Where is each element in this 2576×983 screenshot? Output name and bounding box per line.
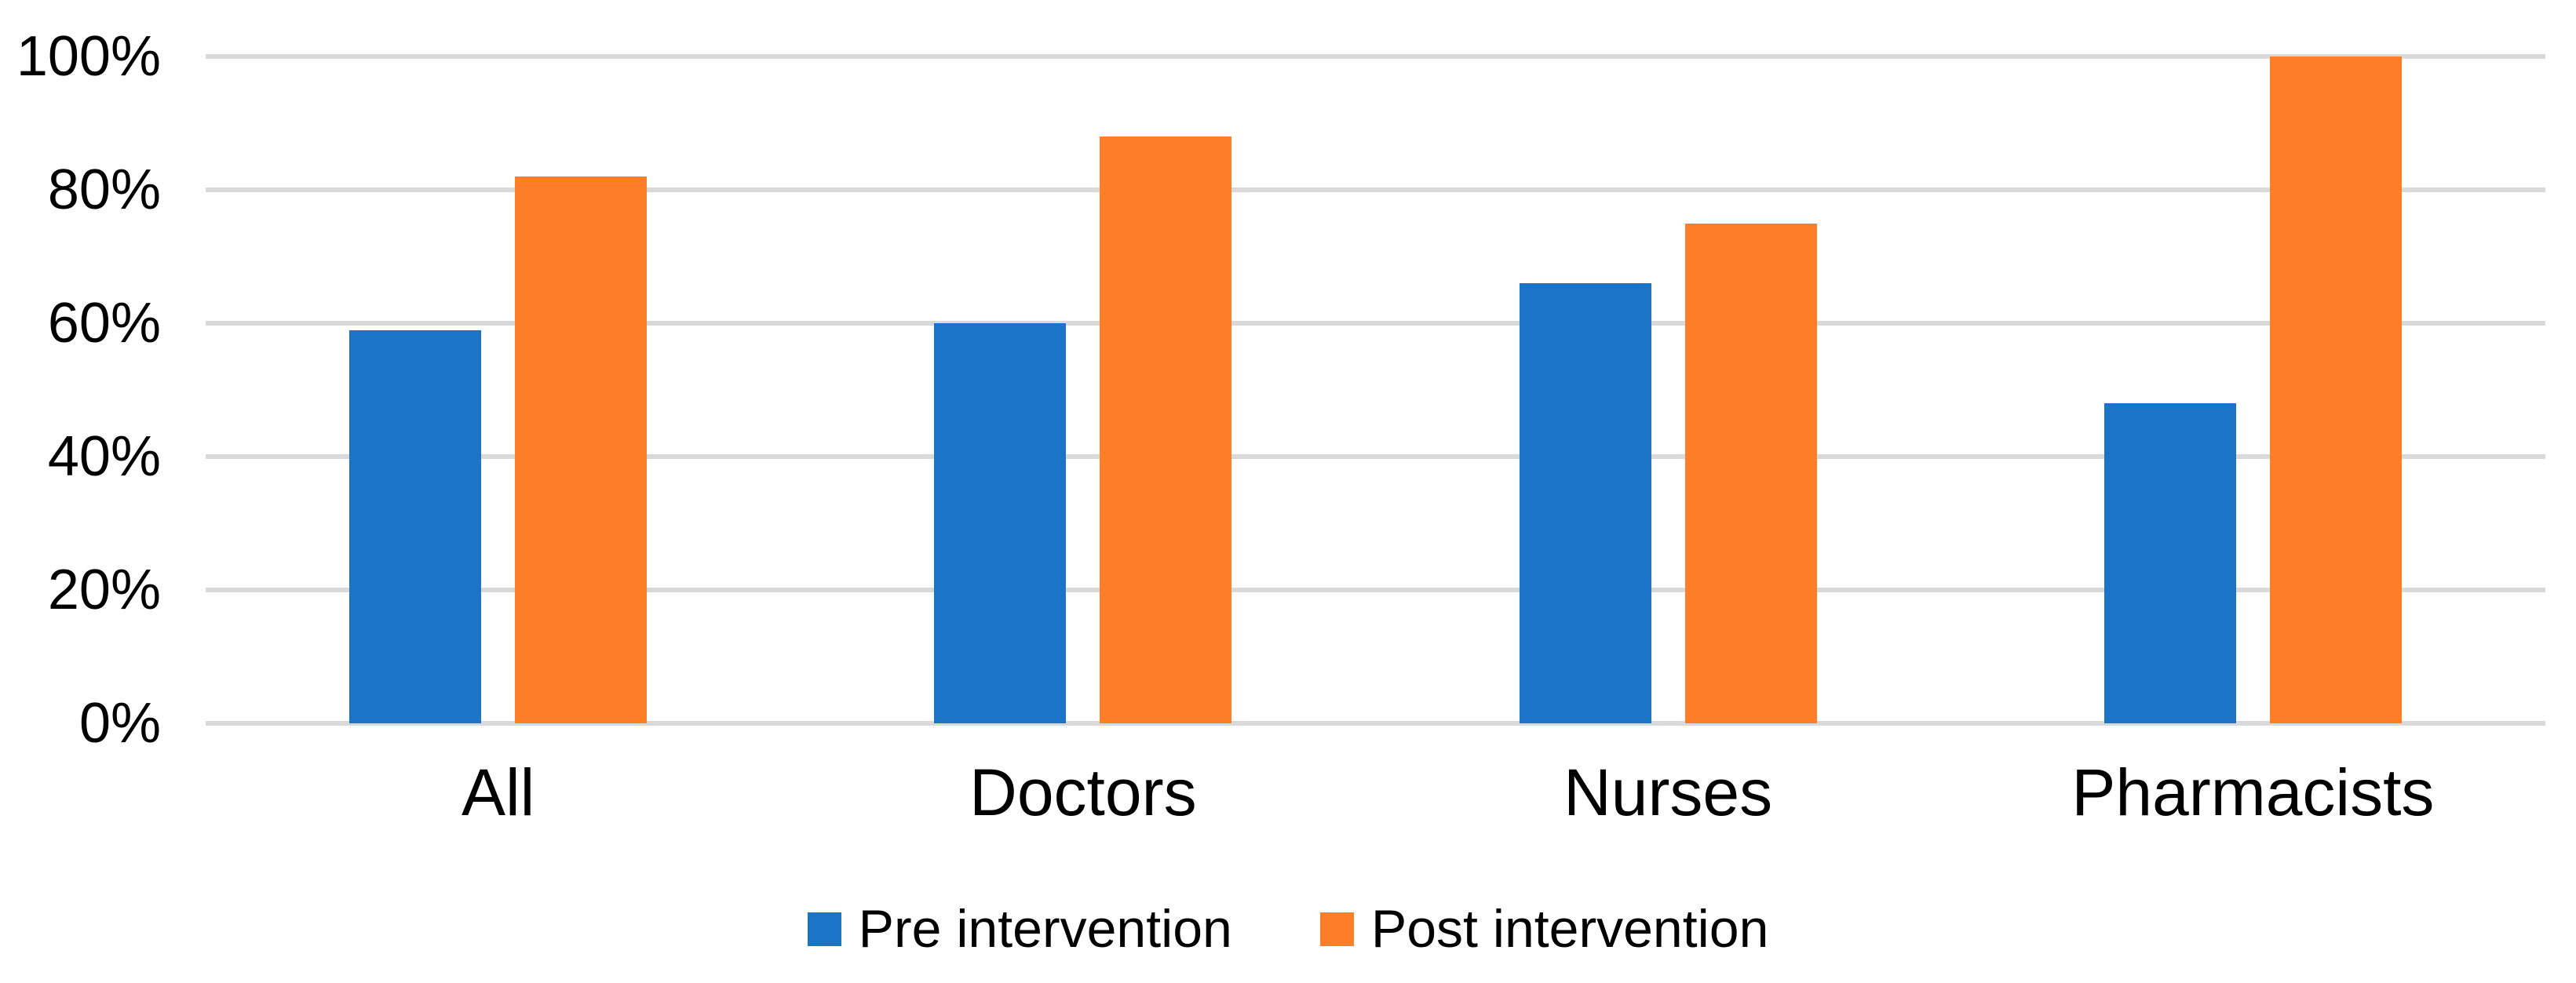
legend: Pre intervention Post intervention bbox=[0, 902, 2576, 956]
y-tick-label-20: 20% bbox=[47, 559, 161, 621]
legend-label-post-intervention: Post intervention bbox=[1370, 899, 1769, 959]
y-tick-label-0: 0% bbox=[78, 692, 161, 755]
bar-groups bbox=[206, 56, 2545, 723]
bar-pre-intervention-doctors bbox=[934, 323, 1067, 723]
x-label-all: All bbox=[461, 755, 535, 829]
bar-pre-intervention-all bbox=[349, 329, 482, 723]
gridline-60 bbox=[206, 321, 2545, 326]
gridline-80 bbox=[206, 187, 2545, 192]
y-tick-label-80: 80% bbox=[47, 158, 161, 221]
gridline-0 bbox=[206, 721, 2545, 726]
gridline-20 bbox=[206, 588, 2545, 592]
legend-swatch-post-intervention bbox=[1319, 912, 1354, 946]
y-tick-label-100: 100% bbox=[16, 25, 161, 88]
y-tick-label-60: 60% bbox=[47, 292, 161, 355]
bar-group-pharmacists bbox=[1961, 56, 2545, 723]
bar-pre-intervention-pharmacists bbox=[2103, 403, 2236, 723]
bar-group-all bbox=[206, 56, 790, 723]
legend-label-pre-intervention: Pre intervention bbox=[858, 899, 1232, 959]
legend-item-pre-intervention: Pre intervention bbox=[807, 899, 1232, 959]
bar-post-intervention-nurses bbox=[1684, 223, 1817, 723]
y-axis: 0% 20% 40% 60% 80% 100% bbox=[0, 28, 161, 752]
x-label-pharmacists: Pharmacists bbox=[2071, 755, 2435, 829]
gridline-40 bbox=[206, 454, 2545, 459]
y-tick-label-40: 40% bbox=[47, 425, 161, 488]
bar-post-intervention-all bbox=[515, 177, 648, 723]
bar-pre-intervention-nurses bbox=[1519, 283, 1651, 723]
bar-group-doctors bbox=[790, 56, 1375, 723]
gridline-100 bbox=[206, 54, 2545, 59]
x-label-nurses: Nurses bbox=[1563, 755, 1773, 829]
bar-group-nurses bbox=[1376, 56, 1961, 723]
plot-area bbox=[206, 54, 2545, 726]
bar-post-intervention-pharmacists bbox=[2269, 56, 2402, 723]
legend-item-post-intervention: Post intervention bbox=[1319, 899, 1769, 959]
bar-post-intervention-doctors bbox=[1100, 137, 1232, 723]
x-axis: All Doctors Nurses Pharmacists bbox=[206, 753, 2545, 832]
x-label-doctors: Doctors bbox=[969, 755, 1197, 829]
legend-swatch-pre-intervention bbox=[807, 912, 841, 946]
